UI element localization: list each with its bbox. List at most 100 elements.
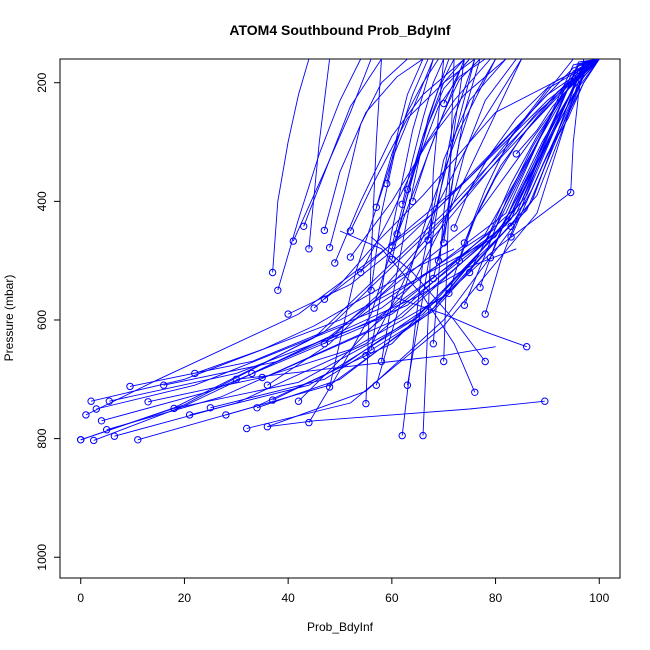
series-1	[77, 59, 600, 444]
series-point-82	[191, 369, 199, 378]
series-point-7	[103, 426, 111, 434]
x-tick-label-2: 40	[281, 591, 295, 605]
series-43	[372, 59, 439, 212]
x-tick-label-4: 80	[489, 591, 503, 605]
series-75	[507, 59, 600, 231]
series-line-21	[267, 59, 600, 428]
series-point-69	[471, 388, 479, 396]
series-6	[97, 59, 600, 425]
series-point-68	[465, 268, 474, 277]
series-line-39	[365, 59, 382, 404]
series-73	[486, 59, 600, 262]
series-line-28	[308, 59, 465, 423]
series-44	[372, 59, 497, 389]
series-49	[393, 59, 465, 238]
series-point-16	[206, 404, 215, 412]
series-point-54	[408, 197, 417, 206]
series-point-30	[320, 340, 329, 348]
x-tick-label-5: 100	[589, 591, 609, 605]
series-82	[191, 248, 455, 378]
series-24	[289, 59, 372, 245]
series-4	[87, 59, 600, 405]
series-46	[383, 59, 424, 188]
series-line-61	[443, 59, 455, 362]
series-55	[419, 59, 445, 440]
series-point-32	[320, 295, 329, 303]
series-point-70	[476, 283, 484, 292]
series-line-18	[246, 59, 600, 429]
series-line-71	[484, 59, 600, 315]
series-35	[331, 59, 465, 267]
series-line-58	[432, 59, 517, 279]
series-50	[398, 59, 445, 209]
series-point-72	[481, 357, 489, 366]
series-line-7	[106, 59, 600, 431]
series-point-51	[398, 431, 406, 440]
series-line-57	[432, 59, 465, 344]
series-point-31	[320, 226, 329, 235]
series-point-1	[77, 436, 85, 444]
series-point-29	[310, 304, 318, 312]
series-point-20	[258, 373, 266, 382]
series-63	[445, 59, 600, 297]
x-tick-label-0: 0	[77, 591, 84, 605]
series-line-22	[267, 59, 600, 386]
series-64	[450, 59, 600, 232]
series-point-49	[393, 230, 401, 238]
series-line-72	[370, 236, 486, 362]
series-71	[481, 59, 600, 318]
x-tick-label-3: 60	[385, 591, 399, 605]
series-line-26	[303, 59, 382, 227]
series-line-83	[236, 346, 496, 380]
series-line-43	[375, 59, 439, 208]
series-83	[232, 346, 496, 383]
series-line-37	[350, 59, 507, 258]
series-line-33	[329, 59, 434, 388]
series-line-75	[510, 59, 600, 227]
series-39	[362, 59, 382, 408]
series-36	[346, 59, 476, 235]
series-81	[248, 248, 517, 378]
series-point-62	[440, 99, 448, 108]
series-point-81	[248, 369, 256, 378]
series-line-67	[463, 59, 600, 306]
series-point-77	[523, 343, 531, 351]
series-point-37	[346, 253, 355, 261]
series-point-43	[372, 203, 380, 212]
series-point-71	[481, 310, 489, 318]
series-31	[320, 59, 424, 235]
series-point-75	[507, 222, 515, 231]
series-74	[507, 59, 600, 241]
series-point-66	[460, 239, 469, 247]
series-point-44	[372, 381, 380, 389]
series-80	[268, 192, 571, 404]
series-34	[325, 59, 408, 252]
series-point-33	[325, 383, 334, 391]
series-28	[305, 59, 465, 427]
series-line-36	[349, 59, 476, 232]
series-point-25	[294, 397, 303, 405]
series-18	[243, 59, 600, 433]
series-78	[267, 397, 549, 428]
series-line-35	[334, 59, 465, 264]
series-line-42	[370, 59, 429, 291]
series-51	[398, 59, 507, 440]
series-line-14	[174, 59, 600, 409]
series-point-19	[253, 404, 261, 412]
series-54	[408, 59, 481, 206]
series-line-82	[194, 248, 455, 374]
series-point-53	[403, 185, 412, 194]
series-line-73	[489, 59, 600, 258]
series-37	[346, 59, 507, 261]
series-line-40	[365, 59, 522, 356]
series-line-77	[391, 295, 527, 348]
series-point-59	[434, 257, 443, 265]
series-point-61	[440, 357, 448, 366]
series-line-85	[277, 59, 362, 291]
series-30	[320, 59, 574, 348]
x-tick-label-1: 20	[178, 591, 192, 605]
series-point-15	[185, 411, 194, 419]
series-line-46	[386, 59, 424, 184]
series-line-76	[515, 59, 600, 155]
series-line-50	[401, 59, 445, 205]
